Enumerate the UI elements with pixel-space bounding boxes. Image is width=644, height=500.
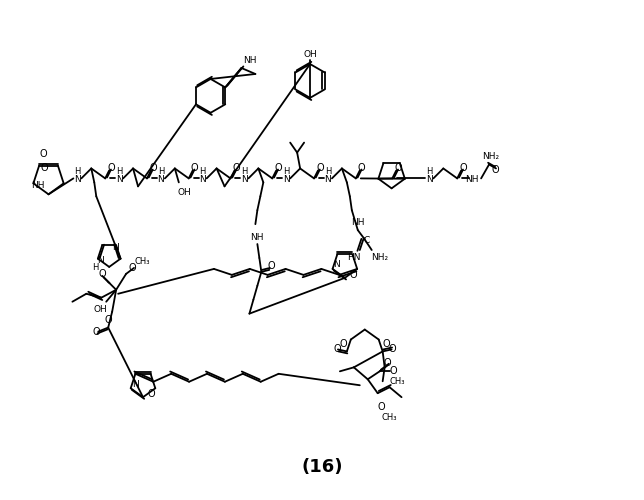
Text: O: O	[99, 269, 106, 279]
Text: N: N	[112, 242, 118, 252]
Text: H: H	[325, 167, 331, 176]
Text: O: O	[383, 340, 390, 349]
Text: NH: NH	[466, 175, 479, 184]
Text: O: O	[394, 164, 402, 173]
Text: N: N	[74, 175, 80, 184]
Text: N: N	[283, 175, 290, 184]
Text: CH₃: CH₃	[390, 377, 405, 386]
Text: N: N	[241, 175, 248, 184]
Text: OH: OH	[178, 188, 192, 197]
Text: O: O	[274, 164, 282, 173]
Text: NH: NH	[31, 181, 44, 190]
Text: O: O	[378, 402, 386, 412]
Text: O: O	[40, 162, 48, 172]
Text: CH₃: CH₃	[382, 412, 397, 422]
Text: O: O	[191, 164, 198, 173]
Text: O: O	[333, 344, 341, 354]
Text: O: O	[40, 148, 48, 158]
Text: O: O	[267, 261, 275, 271]
Text: O: O	[316, 164, 324, 173]
Text: O: O	[339, 340, 346, 349]
Text: OH: OH	[303, 50, 317, 58]
Text: O: O	[491, 166, 499, 175]
Text: O: O	[104, 314, 112, 324]
Text: N: N	[325, 175, 332, 184]
Text: N: N	[426, 175, 433, 184]
Text: O: O	[358, 164, 366, 173]
Text: O: O	[108, 164, 115, 173]
Text: NH₂: NH₂	[482, 152, 500, 161]
Text: O: O	[390, 366, 397, 376]
Text: N: N	[199, 175, 206, 184]
Text: H: H	[200, 167, 206, 176]
Text: H: H	[92, 264, 99, 272]
Text: O: O	[389, 344, 397, 354]
Text: NH: NH	[251, 232, 264, 241]
Text: H: H	[242, 167, 248, 176]
Text: N: N	[131, 380, 138, 389]
Text: HN: HN	[347, 254, 361, 262]
Text: (16): (16)	[301, 458, 343, 476]
Text: H: H	[426, 167, 433, 176]
Text: H: H	[74, 167, 80, 176]
Text: O: O	[149, 164, 156, 173]
Text: O: O	[147, 389, 155, 399]
Text: H: H	[158, 167, 164, 176]
Text: CH₃: CH₃	[134, 258, 150, 266]
Text: OH: OH	[93, 305, 107, 314]
Text: O: O	[93, 326, 100, 336]
Text: C: C	[364, 236, 370, 244]
Text: N: N	[334, 260, 340, 270]
Text: N: N	[97, 256, 104, 266]
Text: N: N	[158, 175, 164, 184]
Text: O: O	[459, 164, 467, 173]
Text: H: H	[283, 167, 289, 176]
Text: O: O	[349, 270, 357, 280]
Text: N: N	[116, 175, 122, 184]
Text: O: O	[232, 164, 240, 173]
Text: NH: NH	[351, 218, 365, 226]
Text: NH₂: NH₂	[371, 254, 388, 262]
Text: H: H	[116, 167, 122, 176]
Text: O: O	[128, 263, 136, 273]
Text: O: O	[384, 358, 392, 368]
Text: NH: NH	[243, 56, 256, 64]
